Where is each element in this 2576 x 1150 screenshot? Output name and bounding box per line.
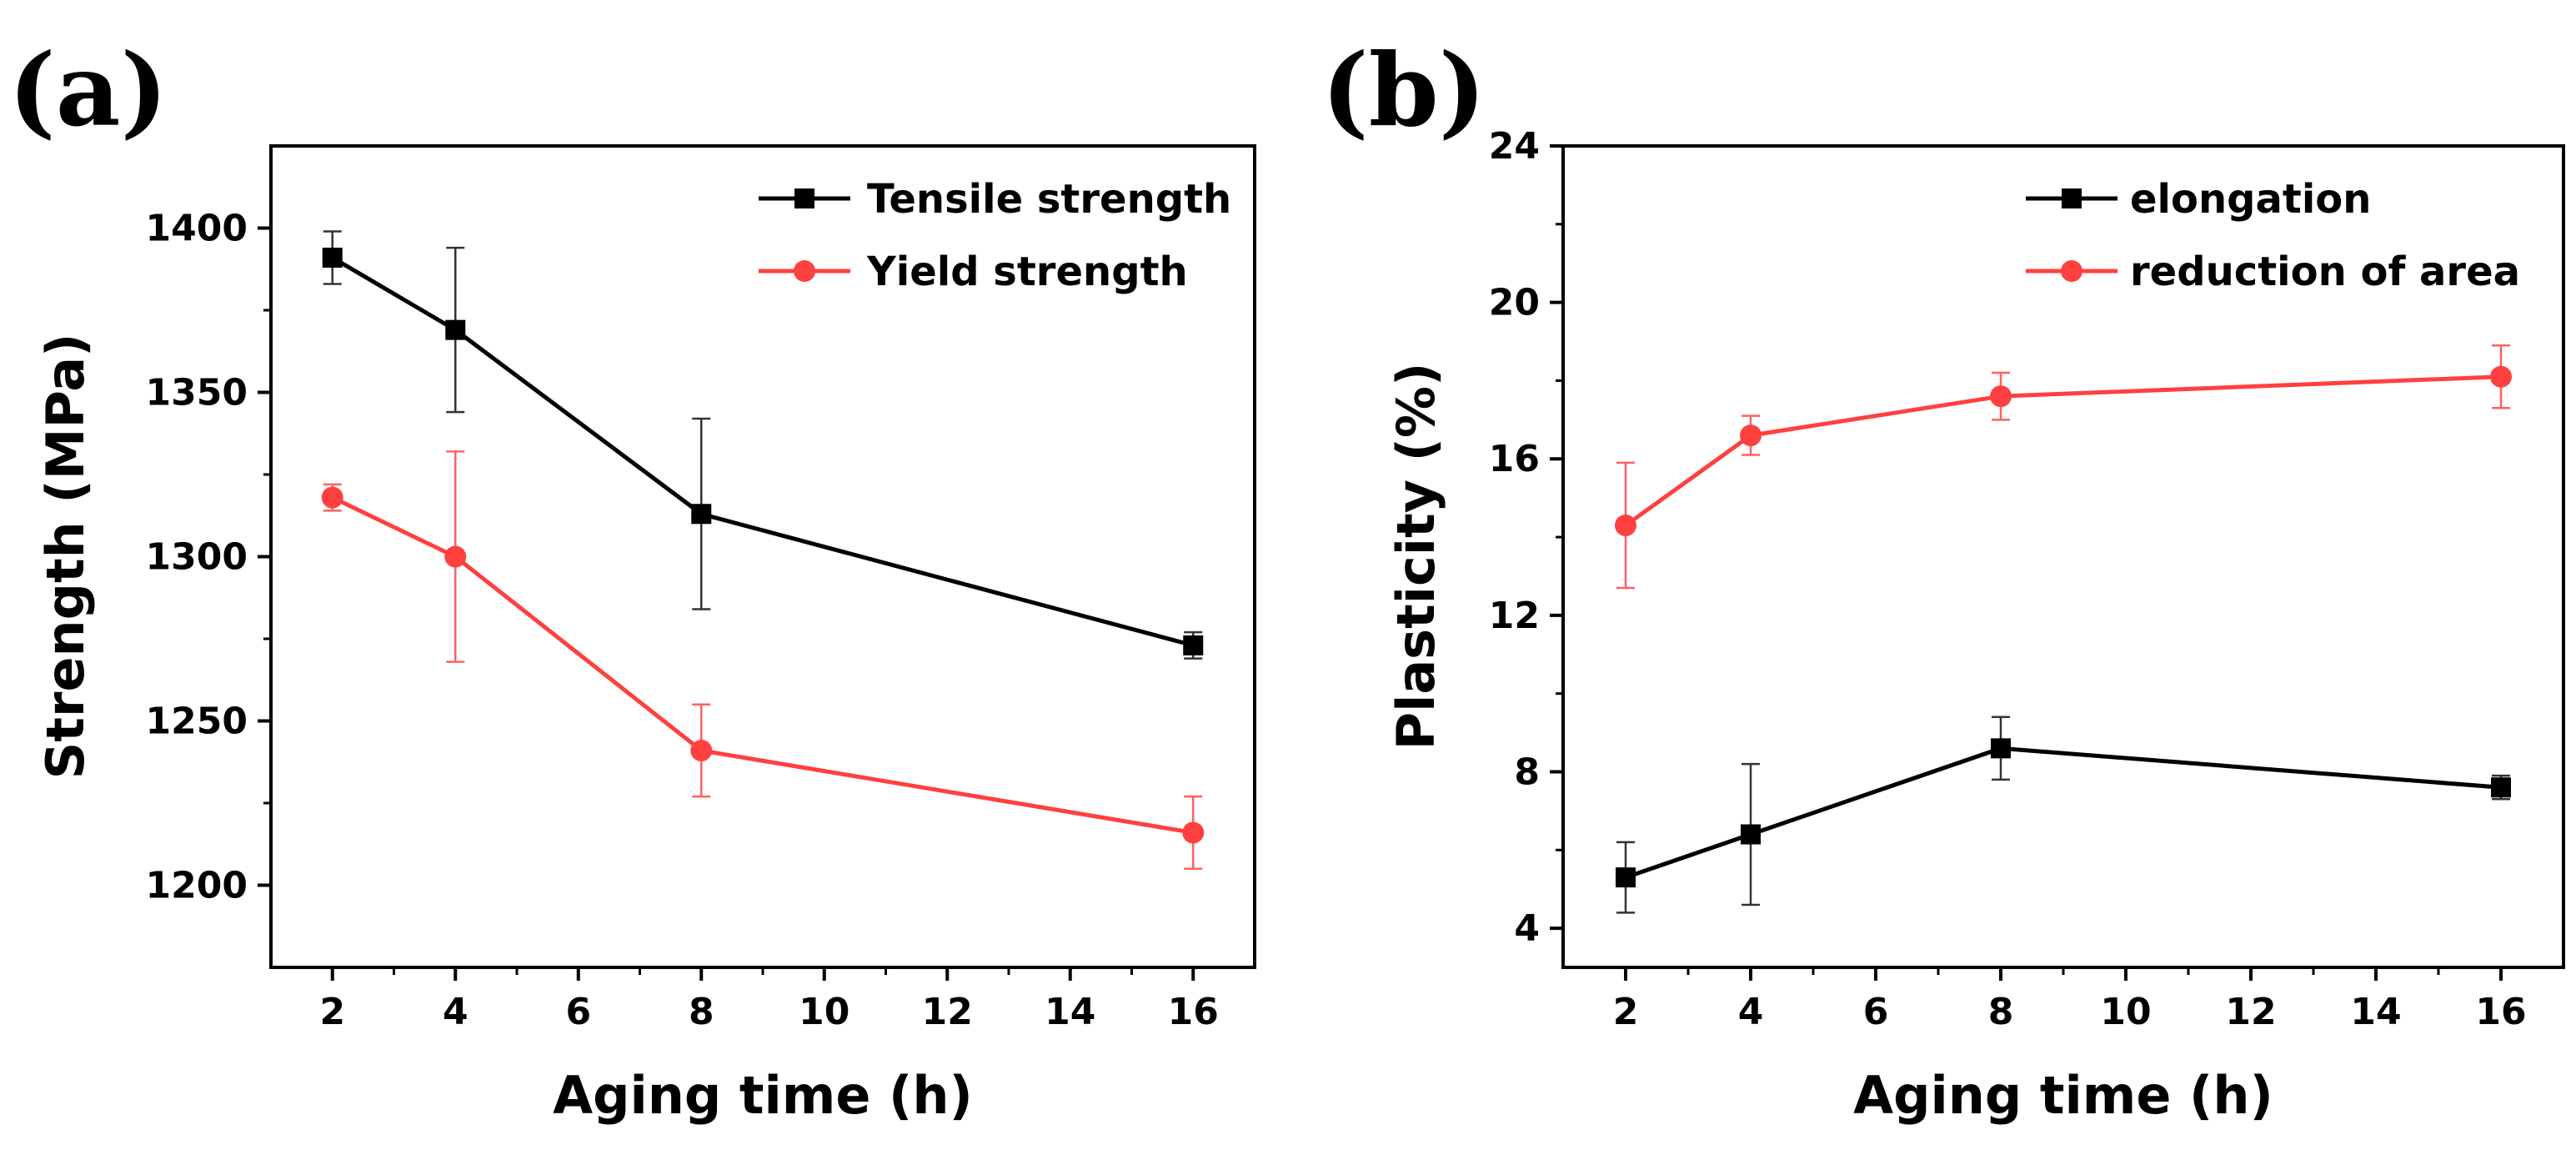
y-tick-label-b-5: 24 [1489, 125, 1540, 168]
data-point-a-0-2 [691, 504, 712, 525]
series-line-a-0 [331, 255, 1194, 648]
legend-marker-reduction [2061, 260, 2082, 282]
data-point-b-0-1 [1741, 824, 1761, 845]
legend-marker-tensile [794, 188, 814, 208]
legend-label-yield: Yield strength [866, 249, 1188, 295]
legend-label-elongation: elongation [2130, 176, 2371, 223]
x-tick-label-b-0: 2 [1613, 991, 1639, 1033]
series-layer-b [1615, 344, 2512, 914]
x-tick-label-a-0: 2 [319, 991, 345, 1033]
data-point-a-0-1 [445, 319, 466, 340]
y-tick-label-a-1: 1250 [146, 701, 248, 743]
x-tick-label-a-3: 8 [689, 991, 714, 1033]
ticks-a: 2 4 6 8 10 12 14 16 1200 1250 1300 1350 1400 [146, 208, 1219, 1034]
data-point-b-0-2 [1991, 738, 2011, 759]
series-line-a-1 [331, 495, 1194, 835]
y-axis-label-a: Strength (MPa) [35, 334, 96, 780]
data-point-a-1-0 [321, 486, 343, 509]
x-tick-label-b-7: 16 [2475, 991, 2526, 1033]
y-tick-label-a-2: 1300 [146, 536, 248, 579]
x-tick-label-a-4: 10 [799, 991, 849, 1033]
data-point-b-1-0 [1615, 514, 1636, 536]
x-tick-label-b-3: 8 [1988, 991, 2014, 1033]
y-tick-label-b-3: 16 [1489, 438, 1540, 480]
series-line-b-0 [1625, 746, 2502, 880]
x-axis-label-b: Aging time (h) [1853, 1065, 2273, 1126]
data-point-a-1-2 [690, 739, 713, 761]
data-point-b-1-2 [1990, 385, 2012, 408]
x-tick-label-b-6: 14 [2350, 991, 2401, 1033]
y-tick-label-b-4: 20 [1489, 282, 1540, 324]
data-point-a-1-3 [1182, 821, 1205, 844]
legend-label-reduction: reduction of area [2130, 249, 2520, 295]
data-point-a-0-3 [1183, 635, 1204, 655]
data-point-a-0-0 [322, 247, 343, 268]
x-tick-label-b-4: 10 [2100, 991, 2151, 1033]
y-tick-label-b-2: 12 [1489, 595, 1540, 637]
y-tick-label-a-4: 1400 [146, 208, 248, 250]
data-point-b-1-1 [1740, 424, 1762, 447]
y-tick-label-b-0: 4 [1514, 907, 1540, 950]
x-tick-label-a-2: 6 [565, 991, 591, 1033]
panel-label-b: (b) [1321, 32, 1486, 149]
y-tick-label-a-0: 1200 [146, 865, 248, 907]
legend-marker-yield [794, 260, 815, 282]
y-tick-label-a-3: 1350 [146, 372, 248, 414]
legend-a: Tensile strength Yield strength [759, 176, 1231, 295]
y-axis-label-b: Plasticity (%) [1386, 363, 1446, 751]
legend-b: elongation reduction of area [2026, 176, 2520, 295]
legend-label-tensile: Tensile strength [867, 176, 1231, 223]
series-layer-a [321, 230, 1205, 871]
x-tick-label-a-6: 14 [1045, 991, 1095, 1033]
x-tick-label-a-7: 16 [1168, 991, 1219, 1033]
x-tick-label-b-2: 6 [1863, 991, 1889, 1033]
data-point-a-1-1 [444, 545, 467, 568]
x-tick-label-a-1: 4 [443, 991, 469, 1033]
data-point-b-1-3 [2490, 365, 2512, 388]
data-point-b-0-0 [1616, 867, 1636, 888]
x-tick-label-b-5: 12 [2225, 991, 2276, 1033]
x-tick-label-b-1: 4 [1738, 991, 1764, 1033]
x-tick-label-a-5: 12 [922, 991, 973, 1033]
legend-marker-elongation [2062, 188, 2082, 208]
x-axis-label-a: Aging time (h) [553, 1065, 973, 1126]
series-line-b-1 [1624, 374, 2502, 528]
panel-label-a: (a) [8, 32, 168, 149]
data-point-b-0-3 [2491, 777, 2511, 798]
panel-a: (a) 2 4 6 8 10 12 14 16 1200 1250 1300 1350 1400 Agi… [8, 32, 1256, 1126]
y-tick-label-b-1: 8 [1514, 751, 1540, 793]
